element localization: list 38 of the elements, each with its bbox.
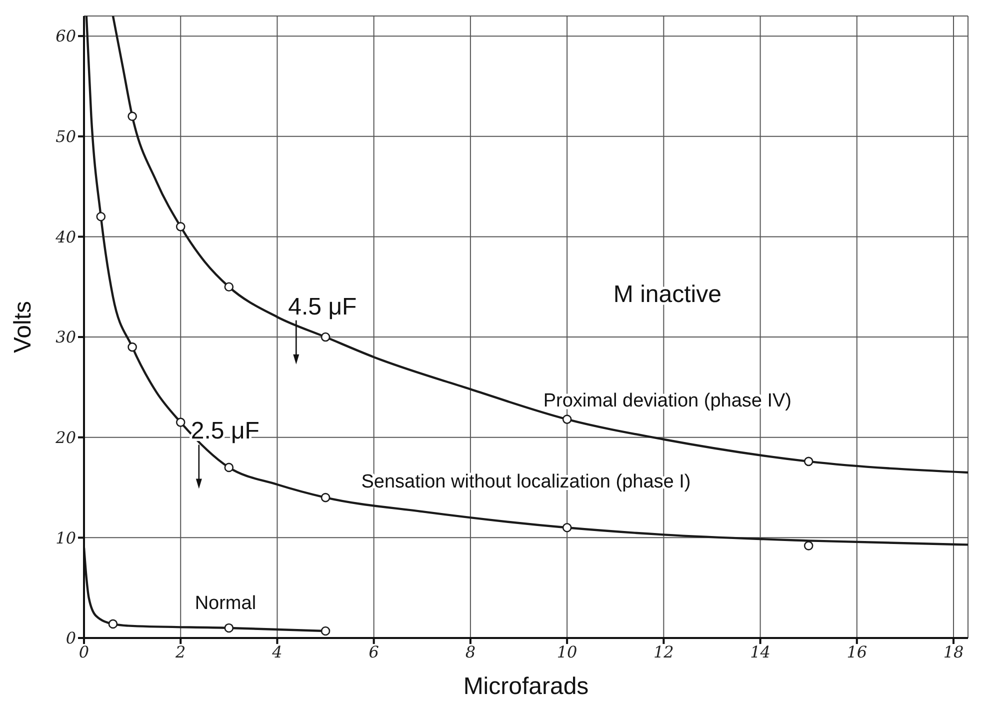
point (320, 492, 330, 502)
y-tick-label: 0 (66, 628, 76, 648)
point (320, 626, 330, 636)
x-tick-label: 0 (78, 642, 90, 662)
point (804, 456, 814, 466)
x-tick-label: 12 (653, 642, 674, 662)
x-axis-title: Microfarads (463, 673, 589, 700)
line-series (112, 16, 968, 474)
point (562, 414, 572, 424)
y-tick-label: 40 (54, 227, 76, 246)
y-tick-label: 30 (56, 328, 76, 347)
point (320, 332, 330, 342)
x-tick-label: 2 (174, 642, 186, 662)
x-tick-label: 8 (465, 642, 476, 662)
point (96, 212, 106, 222)
y-tick-label: 10 (56, 528, 76, 548)
annotation: 4.5 μF (288, 293, 357, 320)
x-tick-label: 10 (556, 642, 578, 662)
point (108, 619, 118, 629)
y-tick-label: 50 (56, 127, 76, 146)
x-tick-label: 18 (943, 642, 964, 662)
point (804, 541, 814, 550)
point (128, 112, 137, 121)
point (176, 418, 186, 427)
x-tick-label: 4 (271, 642, 282, 662)
annotation: Normal (194, 592, 256, 614)
point (562, 522, 572, 532)
x-tick-label: 6 (368, 642, 379, 662)
point (224, 623, 234, 633)
point (224, 282, 234, 292)
point (128, 342, 137, 352)
y-tick-label: 60 (56, 26, 76, 46)
point (176, 222, 186, 232)
x-tick-label: 16 (846, 642, 868, 662)
y-tick-label: 20 (54, 428, 76, 448)
point (224, 462, 234, 472)
y-axis-title: Volts (9, 300, 36, 354)
x-tick-label: 14 (750, 642, 770, 662)
